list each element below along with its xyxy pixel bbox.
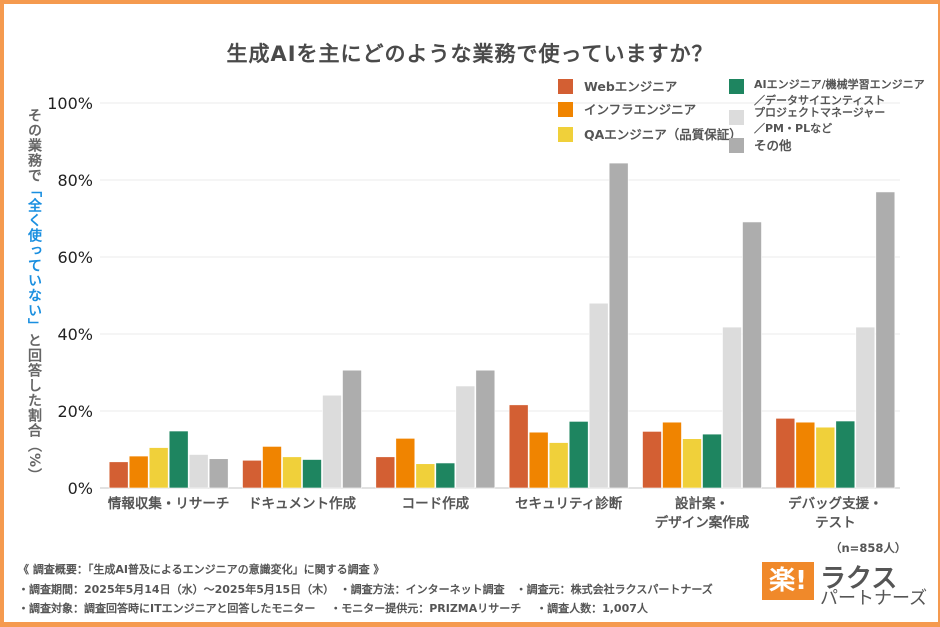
bar	[415, 463, 436, 489]
legend-label-other: その他	[754, 138, 792, 153]
bar	[775, 418, 796, 489]
bar	[815, 426, 836, 489]
bar	[188, 454, 209, 489]
footer-survey-period: ・調査期間：2025年5月14日（水）〜2025年5月15日（木） ・調査方法：…	[18, 583, 713, 596]
bar	[702, 433, 722, 489]
bar	[548, 442, 569, 489]
legend-swatch-web	[558, 79, 573, 94]
x-tick-label: コード作成	[402, 495, 470, 512]
x-tick-label: デバッグ支援・	[788, 495, 883, 512]
bar	[148, 447, 169, 489]
y-axis-label-part-1: その業務で	[26, 108, 42, 183]
legend-swatch-pm	[729, 110, 744, 125]
x-tick-label: ドキュメント作成	[248, 495, 356, 512]
y-axis-label-highlight: 「全く使っていない」	[26, 183, 42, 333]
bar	[568, 421, 589, 489]
logo-text-line2: パートナーズ	[820, 588, 928, 609]
legend-label-web: Webエンジニア	[584, 79, 678, 94]
footer-survey-title: 《 調査概要：「生成AI普及によるエンジニアの意識変化」に関する調査 》	[18, 563, 385, 576]
bar	[435, 462, 456, 489]
bar	[168, 430, 189, 489]
bar	[262, 446, 282, 489]
logo-text-line1: ラクス	[820, 564, 898, 594]
y-tick-label: 80%	[57, 171, 93, 190]
legend-label-pm-1: プロジェクトマネージャー	[754, 106, 886, 119]
y-tick-label: 20%	[57, 402, 93, 421]
bar	[375, 456, 396, 489]
bar	[835, 420, 856, 489]
bar	[682, 438, 702, 489]
bar	[662, 421, 682, 489]
y-tick-label: 0%	[68, 479, 93, 498]
bar	[302, 459, 322, 489]
bar	[508, 404, 529, 489]
bar	[128, 455, 149, 489]
bar	[855, 326, 876, 489]
bar	[608, 162, 629, 489]
y-axis-label: その業務で「全く使っていない」と回答した割合（%）	[22, 108, 44, 483]
bar	[282, 456, 302, 489]
y-tick-label: 100%	[47, 94, 93, 113]
legend-label-infra: インフラエンジニア	[584, 102, 697, 117]
bar	[588, 302, 609, 489]
legend-swatch-ai	[729, 79, 744, 94]
legend-label-ai-1: AIエンジニア/機械学習エンジニア	[754, 78, 925, 91]
x-tick-label: 設計案・	[675, 495, 729, 512]
x-tick-label: セキュリティ診断	[515, 495, 623, 512]
y-tick-label: 60%	[57, 248, 93, 267]
bar	[455, 385, 476, 489]
y-tick-label: 40%	[57, 325, 93, 344]
x-tick-label: 情報収集・リサーチ	[108, 495, 230, 512]
y-axis-label-part-3: と回答した割合（%）	[26, 333, 42, 484]
legend-swatch-other	[729, 138, 744, 153]
bar	[742, 221, 762, 489]
logo-mark: 楽!	[762, 562, 814, 600]
bar	[528, 431, 549, 489]
legend-label-pm-2: ／PM・PLなど	[754, 122, 833, 135]
sample-size-note: （n=858人）	[830, 541, 907, 555]
bar	[208, 458, 229, 489]
bar	[395, 438, 416, 489]
bar	[875, 191, 896, 489]
bar	[322, 394, 342, 489]
legend-swatch-qa	[558, 127, 573, 142]
legend-swatch-infra	[558, 102, 573, 117]
bar	[475, 369, 496, 489]
legend-label-qa: QAエンジニア（品質保証）	[584, 127, 742, 142]
bar	[108, 461, 129, 489]
legend-label-ai-2: ／データサイエンティスト	[754, 94, 886, 107]
bar	[795, 421, 816, 489]
bar	[242, 459, 262, 489]
bar	[642, 431, 662, 489]
footer-survey-target: ・調査対象：調査回答時にITエンジニアと回答したモニター ・モニター提供元：PR…	[18, 602, 648, 615]
bar	[342, 369, 362, 489]
bar	[722, 326, 742, 489]
x-tick-label: テスト	[815, 515, 856, 531]
chart-title: 生成AIを主にどのような業務で使っていますか？	[226, 42, 714, 66]
x-tick-label: デザイン案作成	[655, 514, 750, 531]
